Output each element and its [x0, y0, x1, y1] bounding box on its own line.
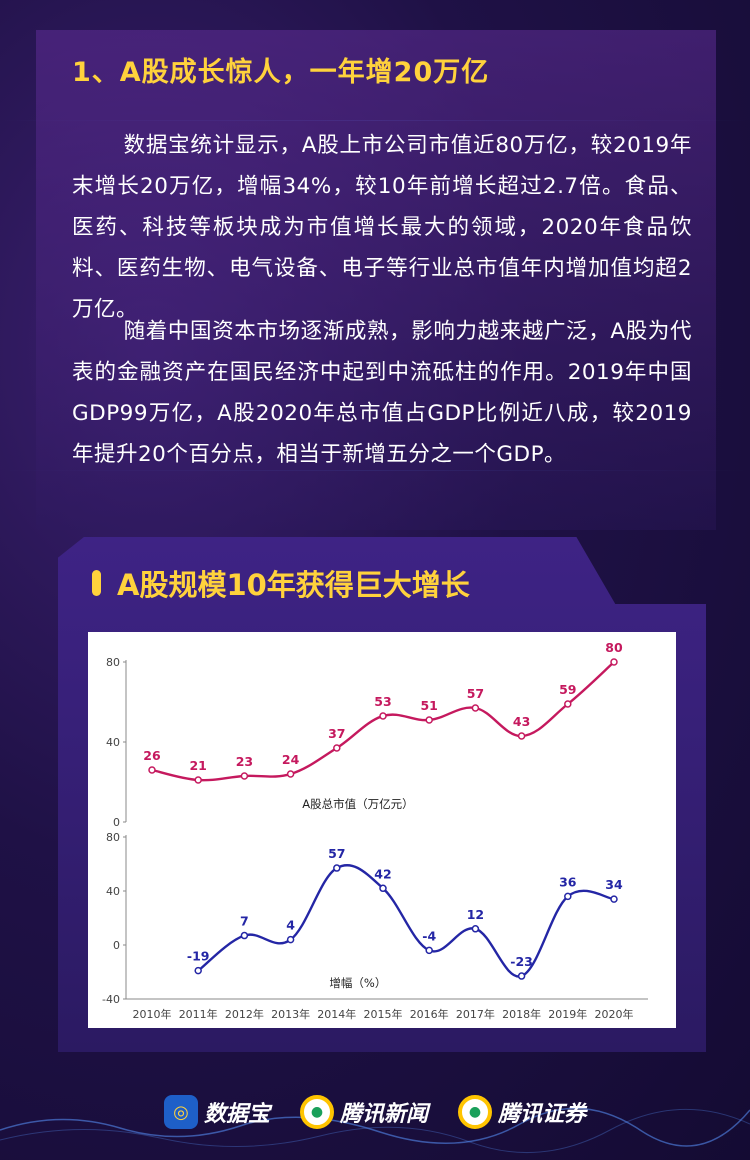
data-point — [240, 772, 249, 780]
data-point — [148, 766, 156, 774]
y-tick-label: 80 — [106, 831, 120, 844]
data-label: 23 — [236, 754, 253, 769]
data-label: 53 — [374, 694, 391, 709]
footer-wave-decor — [0, 1107, 750, 1154]
data-label: 57 — [328, 846, 345, 861]
logo-text: 腾讯证券 — [498, 1102, 587, 1127]
y-tick-label: 40 — [106, 736, 120, 749]
x-tick-label: 2018年 — [502, 1007, 541, 1021]
logo-tencent-securities: ● 腾讯证券 — [458, 1095, 586, 1129]
title-pill-icon — [92, 570, 101, 596]
x-tick-label: 2010年 — [133, 1007, 172, 1021]
data-label: 57 — [467, 686, 484, 701]
data-label: -4 — [422, 928, 436, 943]
x-tick-label: 2015年 — [364, 1007, 403, 1021]
footer-logos: ◎ 数据宝 ● 腾讯新闻 ● 腾讯证券 — [0, 1082, 750, 1142]
logo-text: 数据宝 — [203, 1102, 270, 1127]
x-tick-label: 2012年 — [225, 1007, 264, 1021]
data-point — [610, 658, 618, 666]
logo-text: 腾讯新闻 — [339, 1102, 428, 1127]
data-point — [333, 864, 341, 872]
data-point — [425, 946, 433, 955]
series-line — [197, 864, 615, 978]
x-tick-label: 2019年 — [548, 1007, 587, 1021]
data-point — [333, 744, 341, 752]
data-label: 21 — [189, 758, 206, 773]
data-point — [379, 712, 387, 720]
data-point — [517, 732, 526, 740]
data-label: 12 — [467, 907, 484, 922]
data-point — [194, 966, 202, 975]
x-tick-label: 2011年 — [179, 1007, 218, 1021]
x-tick-label: 2020年 — [595, 1007, 634, 1021]
data-point — [610, 895, 618, 903]
data-point — [425, 716, 433, 724]
paragraph-1: 数据宝统计显示，A股上市公司市值近80万亿，较2019年末增长20万亿，增幅34… — [72, 133, 692, 322]
data-point — [564, 892, 572, 901]
data-label: -19 — [187, 949, 210, 964]
x-tick-label: 2016年 — [410, 1007, 449, 1021]
paragraph-2: 随着中国资本市场逐渐成熟，影响力越来越广泛，A股为代表的金融资产在国民经济中起到… — [72, 319, 692, 467]
y-tick-label: -40 — [102, 993, 120, 1006]
y-tick-label: 80 — [106, 656, 120, 669]
series-name-label: A股总市值（万亿元） — [302, 797, 413, 811]
data-point — [564, 700, 572, 708]
data-label: 59 — [559, 682, 576, 697]
data-label: 4 — [286, 918, 295, 933]
data-label: 42 — [374, 866, 391, 881]
data-label: 24 — [282, 752, 300, 767]
section-heading: 1、A股成长惊人，一年增20万亿 — [72, 57, 490, 88]
data-point — [240, 931, 249, 940]
data-point — [286, 935, 295, 944]
text-panel — [36, 30, 716, 530]
x-tick-label: 2013年 — [271, 1007, 310, 1021]
data-point — [471, 704, 480, 712]
data-label: 34 — [605, 877, 623, 892]
chart-card-title: A股规模10年获得巨大增长 — [92, 562, 470, 604]
data-point — [286, 770, 295, 778]
tencent-news-logo-icon: ● — [299, 1095, 334, 1129]
y-tick-label: 0 — [113, 939, 120, 952]
series-name-label: 增幅（%） — [329, 976, 386, 990]
series-line — [151, 661, 615, 782]
data-point — [517, 972, 526, 980]
x-tick-label: 2017年 — [456, 1007, 495, 1021]
shujubao-logo-icon: ◎ — [163, 1095, 198, 1129]
data-point — [379, 884, 387, 893]
logo-shujubao: ◎ 数据宝 — [163, 1095, 270, 1129]
data-label: 43 — [513, 714, 530, 729]
data-point — [194, 776, 202, 784]
data-label: 7 — [240, 914, 249, 929]
chart-card-title-text: A股规模10年获得巨大增长 — [117, 568, 470, 602]
y-tick-label: 0 — [113, 816, 120, 829]
data-label: -23 — [510, 954, 533, 969]
y-tick-label: 40 — [106, 885, 120, 898]
data-label: 37 — [328, 726, 345, 741]
data-label: 26 — [143, 748, 161, 763]
data-point — [471, 925, 480, 933]
chart-container: 0 40 80 26 21 23 24 37 53 51 57 43 59 80 A股总市值（万亿元） -40… — [88, 632, 676, 1028]
tencent-securities-logo-icon: ● — [458, 1095, 492, 1129]
data-label: 36 — [559, 874, 577, 889]
data-label: 80 — [605, 640, 623, 655]
logo-tencent-news: ● 腾讯新闻 — [299, 1095, 428, 1129]
data-label: 51 — [420, 698, 437, 713]
x-tick-label: 2014年 — [317, 1007, 356, 1021]
